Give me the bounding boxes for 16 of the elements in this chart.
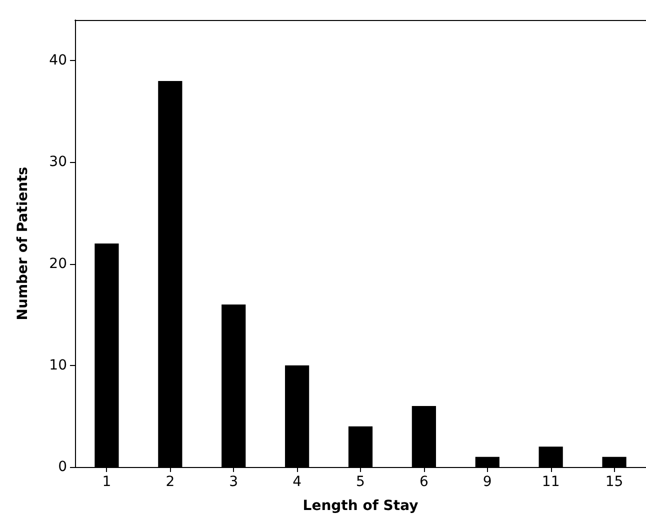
x-tick-label: 11 [542,474,560,490]
x-tick-label: 3 [229,474,238,490]
x-axis-title: Length of Stay [302,498,418,514]
x-tick-label: 2 [166,474,175,490]
y-axis-title: Number of Patients [15,166,31,320]
x-tick-label: 1 [102,474,112,490]
y-tick-label: 20 [49,256,67,272]
y-tick-label: 30 [49,154,67,170]
x-tick-label: 5 [356,474,365,490]
x-tick-label: 9 [482,474,492,490]
x-tick-label: 6 [419,474,428,490]
y-tick-label: 40 [49,52,67,69]
y-tick-label: 0 [58,459,67,475]
x-tick-label: 15 [605,474,624,490]
x-tick-label: 4 [292,474,302,490]
y-tick-label: 10 [49,357,67,374]
